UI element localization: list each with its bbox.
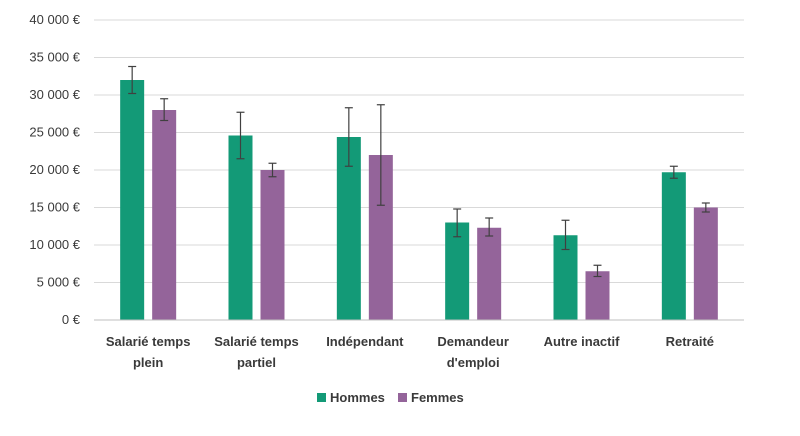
y-tick-label: 0 € (62, 312, 81, 327)
x-tick-label: d'emploi (447, 355, 500, 370)
legend-label-hommes: Hommes (330, 390, 385, 405)
bar-hommes (445, 222, 470, 320)
y-axis: 0 € 5 000 € 10 000 € 15 000 € 20 000 € 25 000… (29, 12, 80, 327)
y-tick-label: 5 000 € (37, 275, 81, 290)
y-tick-label: 15 000 € (29, 200, 80, 215)
x-axis: Salarié temps plein Salarié temps partiel In… (94, 319, 744, 370)
bar-femmes (477, 227, 502, 320)
y-tick-label: 20 000 € (29, 162, 80, 177)
x-tick-label: Demandeur (437, 334, 509, 349)
x-tick-label: Salarié temps (106, 334, 191, 349)
x-tick-label: Salarié temps (214, 334, 299, 349)
bar-femmes (260, 170, 285, 320)
legend-swatch-hommes (317, 393, 326, 402)
x-tick-label: Retraité (666, 334, 714, 349)
y-tick-label: 30 000 € (29, 87, 80, 102)
error-bars (128, 65, 710, 278)
x-tick-label: Autre inactif (544, 334, 621, 349)
bars (120, 80, 718, 320)
bar-hommes (228, 135, 253, 320)
bar-hommes (661, 172, 686, 320)
x-tick-label: partiel (237, 355, 276, 370)
legend-swatch-femmes (398, 393, 407, 402)
bar-femmes (152, 110, 177, 320)
x-tick-label: Indépendant (326, 334, 404, 349)
bar-hommes (120, 80, 145, 320)
bar-femmes (693, 207, 718, 320)
bar-hommes (336, 137, 361, 320)
gridlines (94, 19, 744, 321)
y-tick-label: 40 000 € (29, 12, 80, 27)
legend: Hommes Femmes (317, 390, 464, 405)
x-tick-label: plein (133, 355, 163, 370)
y-tick-label: 10 000 € (29, 237, 80, 252)
legend-label-femmes: Femmes (411, 390, 464, 405)
bar-femmes (585, 271, 610, 320)
y-tick-label: 25 000 € (29, 125, 80, 140)
y-tick-label: 35 000 € (29, 50, 80, 65)
